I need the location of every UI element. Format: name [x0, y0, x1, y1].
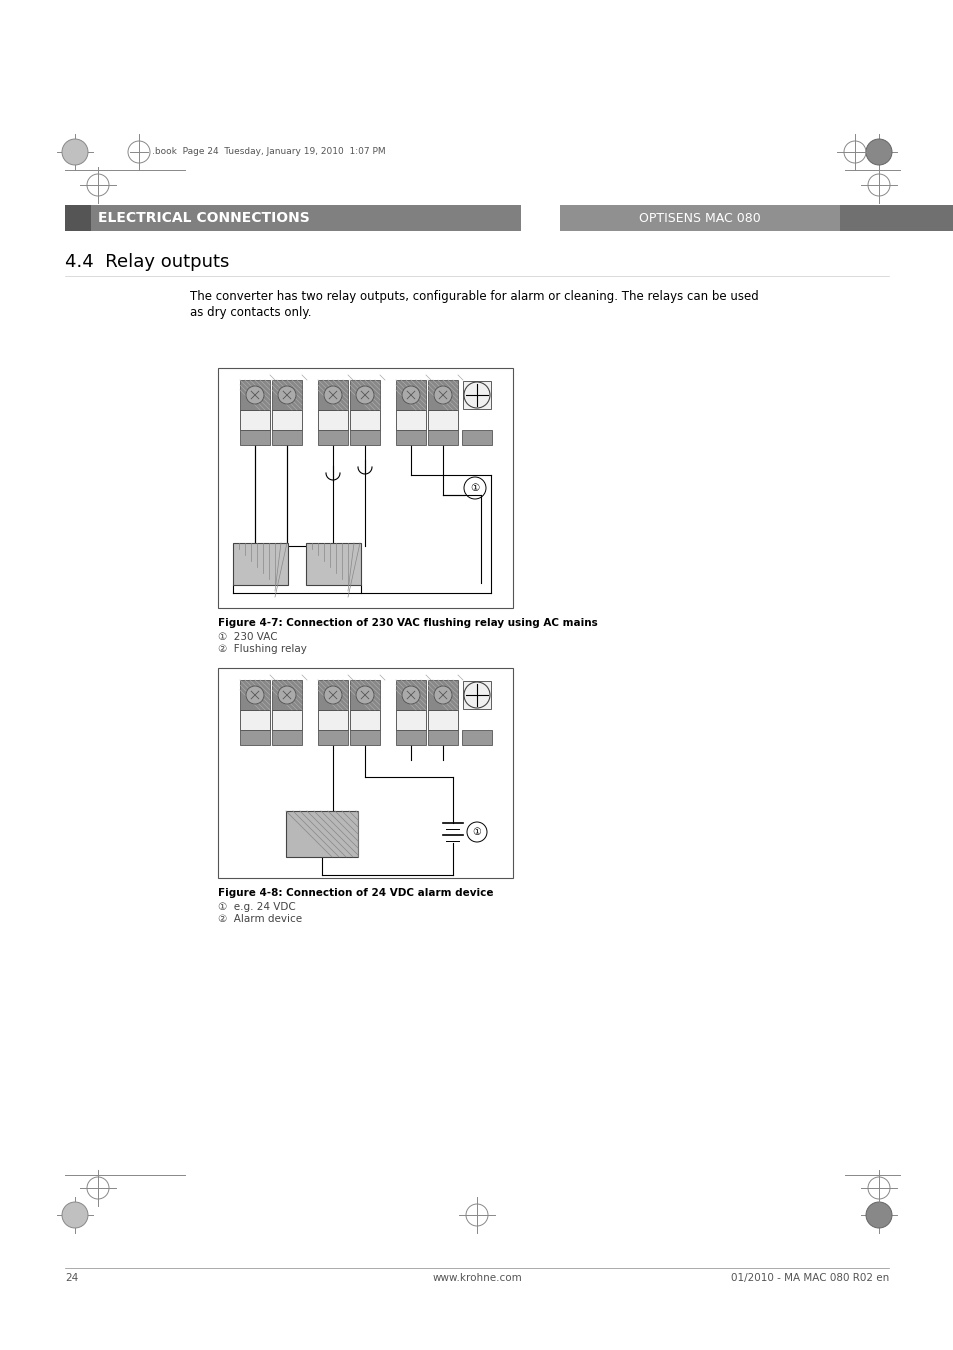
Bar — [428, 431, 457, 446]
Text: OPTISENS MAC 080: OPTISENS MAC 080 — [639, 212, 760, 224]
Bar — [286, 811, 357, 857]
Bar — [350, 710, 379, 730]
Text: 4.4  Relay outputs: 4.4 Relay outputs — [65, 252, 229, 271]
Bar — [317, 730, 348, 745]
Bar — [317, 379, 348, 410]
Text: Figure 4-8: Connection of 24 VDC alarm device: Figure 4-8: Connection of 24 VDC alarm d… — [218, 888, 493, 898]
Text: Figure 4-7: Connection of 230 VAC flushing relay using AC mains: Figure 4-7: Connection of 230 VAC flushi… — [218, 618, 598, 628]
Bar — [840, 205, 953, 231]
Bar — [240, 379, 270, 410]
Text: ②  Alarm device: ② Alarm device — [218, 914, 302, 923]
Circle shape — [62, 1202, 88, 1228]
Text: L: L — [407, 714, 415, 726]
Text: N: N — [437, 413, 448, 427]
Text: as dry contacts only.: as dry contacts only. — [190, 306, 312, 319]
Bar — [240, 431, 270, 446]
Text: ②  Flushing relay: ② Flushing relay — [218, 644, 307, 653]
Bar — [395, 730, 426, 745]
Text: 13: 13 — [324, 714, 341, 726]
Text: 4: 4 — [73, 211, 83, 225]
Text: 14: 14 — [355, 714, 374, 726]
Bar — [272, 710, 302, 730]
Bar — [240, 410, 270, 431]
Circle shape — [865, 139, 891, 165]
Bar — [461, 431, 492, 446]
Bar — [317, 431, 348, 446]
Bar — [306, 543, 360, 585]
Circle shape — [865, 1202, 891, 1228]
Bar — [91, 205, 520, 231]
Bar — [272, 730, 302, 745]
Bar — [240, 730, 270, 745]
Circle shape — [246, 386, 264, 404]
Bar — [428, 680, 457, 710]
Bar — [350, 431, 379, 446]
Text: 13: 13 — [324, 413, 341, 427]
Text: L: L — [407, 413, 415, 427]
Text: .book  Page 24  Tuesday, January 19, 2010  1:07 PM: .book Page 24 Tuesday, January 19, 2010 … — [152, 147, 385, 157]
Circle shape — [355, 386, 374, 404]
Bar — [395, 431, 426, 446]
Bar — [317, 680, 348, 710]
Bar — [272, 431, 302, 446]
Text: ②: ② — [317, 829, 326, 838]
Bar — [395, 410, 426, 431]
Bar — [428, 410, 457, 431]
Text: www.krohne.com: www.krohne.com — [432, 1273, 521, 1282]
Bar — [233, 543, 288, 585]
Circle shape — [277, 686, 295, 703]
Bar — [317, 710, 348, 730]
Bar — [65, 205, 91, 231]
Bar — [350, 730, 379, 745]
Bar — [428, 710, 457, 730]
Bar — [240, 710, 270, 730]
Bar — [272, 410, 302, 431]
Bar — [462, 680, 491, 709]
Text: 14: 14 — [355, 413, 374, 427]
Circle shape — [324, 386, 341, 404]
Text: 01/2010 - MA MAC 080 R02 en: 01/2010 - MA MAC 080 R02 en — [730, 1273, 888, 1282]
Bar — [428, 379, 457, 410]
Text: ②: ② — [329, 559, 337, 568]
Circle shape — [62, 139, 88, 165]
Bar — [350, 680, 379, 710]
Circle shape — [401, 386, 419, 404]
Bar — [559, 205, 840, 231]
Bar — [218, 369, 513, 608]
Text: 11: 11 — [246, 413, 263, 427]
Text: ①  e.g. 24 VDC: ① e.g. 24 VDC — [218, 902, 295, 913]
Bar — [395, 710, 426, 730]
Bar — [395, 680, 426, 710]
Bar — [461, 730, 492, 745]
Text: ELECTRICAL CONNECTIONS: ELECTRICAL CONNECTIONS — [98, 211, 310, 225]
Text: 24: 24 — [65, 1273, 78, 1282]
Bar — [218, 668, 513, 878]
Text: 11: 11 — [246, 714, 263, 726]
Bar — [272, 379, 302, 410]
Text: ①: ① — [470, 483, 479, 493]
Bar — [350, 379, 379, 410]
Bar — [428, 730, 457, 745]
Circle shape — [355, 686, 374, 703]
Circle shape — [246, 686, 264, 703]
Text: N: N — [437, 714, 448, 726]
Bar — [462, 381, 491, 409]
Text: ①: ① — [472, 828, 481, 837]
Circle shape — [434, 386, 452, 404]
Bar — [317, 410, 348, 431]
Bar — [395, 379, 426, 410]
Bar — [240, 680, 270, 710]
Text: 12: 12 — [278, 714, 295, 726]
Circle shape — [324, 686, 341, 703]
Circle shape — [277, 386, 295, 404]
Text: ②: ② — [255, 559, 265, 568]
Bar — [272, 680, 302, 710]
Text: The converter has two relay outputs, configurable for alarm or cleaning. The rel: The converter has two relay outputs, con… — [190, 290, 758, 302]
Circle shape — [434, 686, 452, 703]
Bar — [350, 410, 379, 431]
Circle shape — [401, 686, 419, 703]
Text: ①  230 VAC: ① 230 VAC — [218, 632, 277, 643]
Text: 12: 12 — [278, 413, 295, 427]
